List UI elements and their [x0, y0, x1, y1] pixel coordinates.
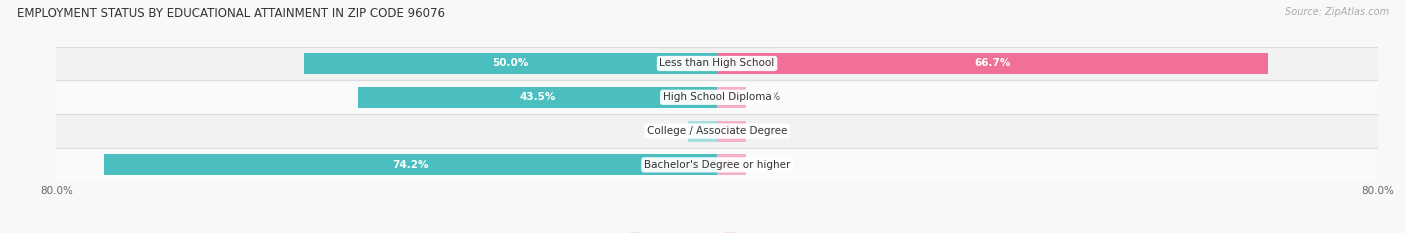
Legend: In Labor Force, Unemployed: In Labor Force, Unemployed	[626, 229, 808, 233]
Bar	[56, 47, 1378, 80]
Bar	[688, 121, 717, 141]
Bar	[717, 121, 747, 141]
Text: 0.0%: 0.0%	[754, 92, 780, 102]
Bar	[56, 80, 1378, 114]
Bar	[717, 53, 1268, 74]
Bar	[56, 114, 1378, 148]
Text: 0.0%: 0.0%	[654, 126, 681, 136]
Bar	[357, 87, 717, 108]
Bar	[717, 87, 747, 108]
Text: 74.2%: 74.2%	[392, 160, 429, 170]
Bar	[104, 154, 717, 175]
Bar	[717, 154, 747, 175]
Text: EMPLOYMENT STATUS BY EDUCATIONAL ATTAINMENT IN ZIP CODE 96076: EMPLOYMENT STATUS BY EDUCATIONAL ATTAINM…	[17, 7, 444, 20]
Text: 66.7%: 66.7%	[974, 58, 1011, 69]
Text: 50.0%: 50.0%	[492, 58, 529, 69]
Text: College / Associate Degree: College / Associate Degree	[647, 126, 787, 136]
Text: Less than High School: Less than High School	[659, 58, 775, 69]
Bar	[56, 148, 1378, 182]
Text: Bachelor's Degree or higher: Bachelor's Degree or higher	[644, 160, 790, 170]
Bar	[304, 53, 717, 74]
Text: 43.5%: 43.5%	[519, 92, 555, 102]
Text: High School Diploma: High School Diploma	[662, 92, 772, 102]
Text: Source: ZipAtlas.com: Source: ZipAtlas.com	[1285, 7, 1389, 17]
Text: 0.0%: 0.0%	[754, 160, 780, 170]
Text: 0.0%: 0.0%	[754, 126, 780, 136]
